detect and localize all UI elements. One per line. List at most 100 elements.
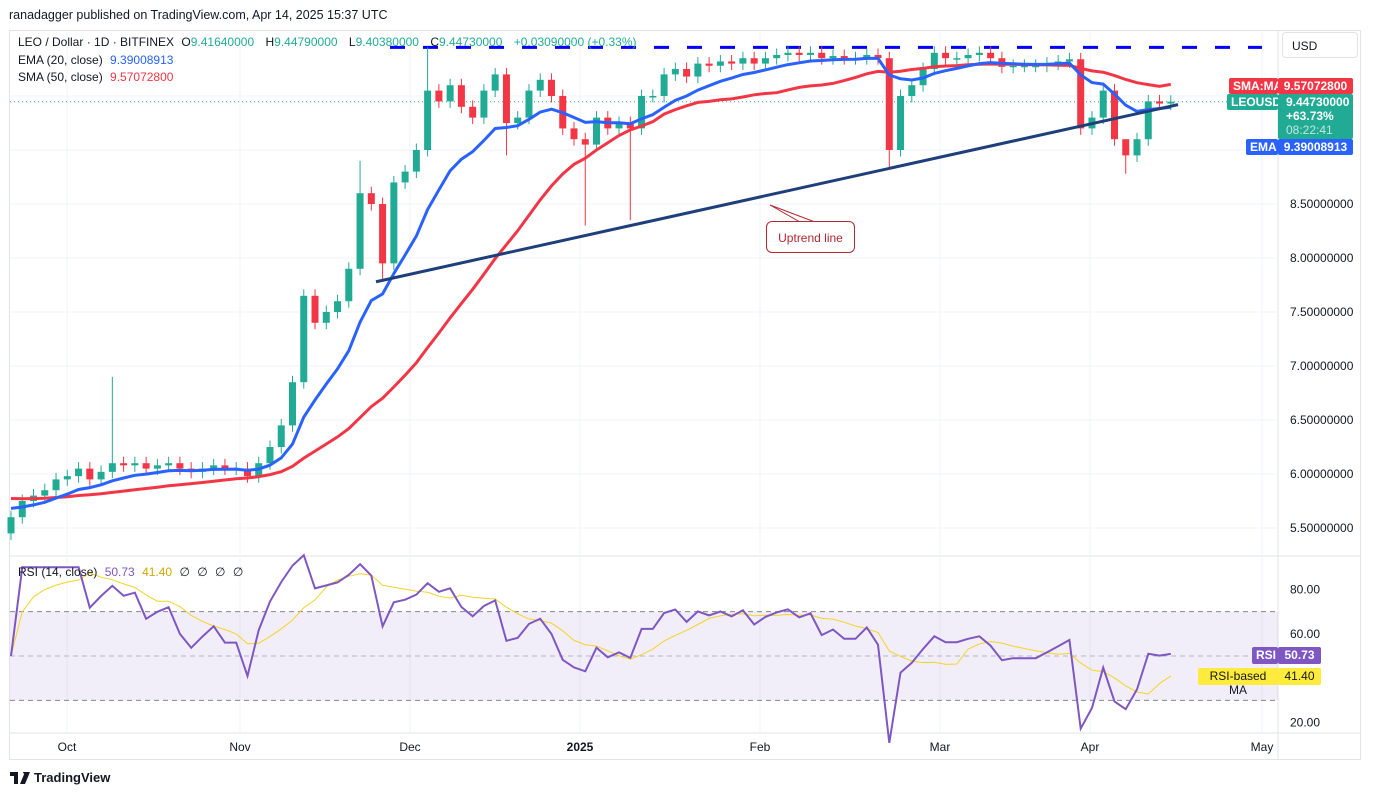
candle-down [142, 463, 150, 469]
rsi-tick-label: 60.00 [1290, 627, 1320, 641]
rsi-tick-label: 20.00 [1290, 716, 1320, 730]
candle-down [885, 58, 893, 151]
candle-up [953, 58, 961, 60]
rsi-ma-tag-name: RSI-based MA [1198, 668, 1278, 697]
candle-down [457, 85, 465, 107]
candle-up [52, 479, 60, 491]
time-tick-label: Nov [229, 740, 250, 754]
candle-up [1009, 65, 1017, 68]
candle-up [108, 463, 116, 472]
candle-up [1144, 101, 1152, 140]
candle-up [773, 54, 781, 59]
close-label: C [430, 35, 439, 49]
ema-line [10, 56, 1171, 510]
rsi-ma-tag-value: 41.40 [1278, 668, 1321, 685]
candle-down [1110, 90, 1118, 140]
candle-down [243, 468, 251, 477]
uptrend-line-callout[interactable]: Uptrend line [766, 221, 855, 253]
symbol-price-tag: 9.44730000 +63.73% 08:22:41 [1278, 94, 1353, 139]
candle-down [1077, 59, 1085, 129]
callout-pointer [769, 204, 816, 223]
candle-down [435, 90, 443, 102]
candle-up [266, 447, 274, 464]
candle-up [514, 117, 522, 123]
candle-up [300, 295, 308, 383]
open-label: O [181, 35, 191, 49]
candle-up [536, 79, 544, 91]
candle-up [784, 52, 792, 55]
price-tick-label: 5.50000000 [1290, 521, 1354, 535]
candle-down [626, 123, 634, 129]
symbol-tag-name: LEOUSD [1227, 94, 1281, 110]
candle-down [367, 193, 375, 204]
candle-up [491, 74, 499, 91]
candle-up [412, 150, 420, 172]
candle-down [469, 106, 477, 118]
rsi-legend[interactable]: RSI (14, close) 50.73 41.40 ∅ ∅ ∅ ∅ [18, 565, 247, 579]
candle-up [334, 301, 342, 312]
ema-legend[interactable]: EMA (20, close) 9.39008913 [18, 53, 177, 67]
candle-up [1133, 139, 1141, 156]
candle-down [705, 63, 713, 66]
candle-up [671, 69, 679, 75]
candle-up [739, 58, 747, 64]
time-tick-label: Dec [399, 740, 420, 754]
close-value: 9.44730000 [439, 35, 503, 49]
time-tick-label: Oct [58, 740, 77, 754]
candle-up [897, 96, 905, 150]
time-tick-label: Feb [750, 740, 771, 754]
ema-value: 9.39008913 [110, 53, 174, 67]
ema-label: EMA (20, close) [18, 53, 103, 67]
candle-up [424, 90, 432, 150]
currency-selector[interactable]: USD [1282, 32, 1358, 58]
sma-value: 9.57072800 [110, 70, 174, 84]
candle-up [863, 54, 871, 59]
candle-down [1122, 139, 1130, 156]
low-label: L [348, 35, 356, 49]
sma-legend[interactable]: SMA (50, close) 9.57072800 [18, 70, 177, 84]
brand-name: TradingView [34, 770, 111, 785]
price-tick-label: 6.50000000 [1290, 413, 1354, 427]
candle-up [63, 476, 71, 480]
empty-value: ∅ [179, 565, 190, 579]
price-tick-label: 7.50000000 [1290, 305, 1354, 319]
candle-up [716, 61, 724, 66]
candle-up [649, 96, 657, 98]
candle-up [638, 96, 646, 129]
symbol-legend: LEO / Dollar · 1D · BITFINEX O9.41640000… [18, 35, 641, 49]
candle-up [694, 63, 702, 77]
candle-down [176, 463, 184, 469]
candle-up [525, 90, 533, 118]
sma-label: SMA (50, close) [18, 70, 103, 84]
candle-up [345, 268, 353, 302]
candle-up [356, 193, 364, 269]
rsi-tag-name: RSI [1252, 647, 1278, 664]
tradingview-logo[interactable]: TradingView [10, 770, 110, 785]
time-tick-label: 2025 [567, 740, 594, 754]
candle-down [547, 79, 555, 96]
candle-up [41, 490, 49, 496]
candle-up [165, 463, 173, 466]
rsi-tick-label: 80.00 [1290, 582, 1320, 596]
candle-down [1156, 101, 1164, 104]
candle-up [446, 85, 454, 102]
candle-up [7, 517, 15, 534]
candle-down [840, 56, 848, 59]
candle-down [221, 465, 229, 469]
candle-up [761, 58, 769, 64]
candle-up [153, 465, 161, 469]
candle-up [975, 52, 983, 55]
candle-up [97, 471, 105, 480]
rsi-label: RSI (14, close) [18, 565, 98, 579]
rsi-tag-value: 50.73 [1278, 647, 1321, 664]
symbol-name[interactable]: LEO / Dollar · 1D · BITFINEX [18, 35, 175, 49]
ema-tag-name: EMA [1246, 139, 1278, 155]
uptrend-line [375, 103, 1179, 284]
candle-up [964, 54, 972, 59]
candle-up [277, 425, 285, 447]
high-value: 9.44790000 [274, 35, 338, 49]
candle-down [120, 463, 128, 466]
sma-tag-value: 9.57072800 [1278, 78, 1353, 94]
candle-up [1167, 101, 1175, 104]
